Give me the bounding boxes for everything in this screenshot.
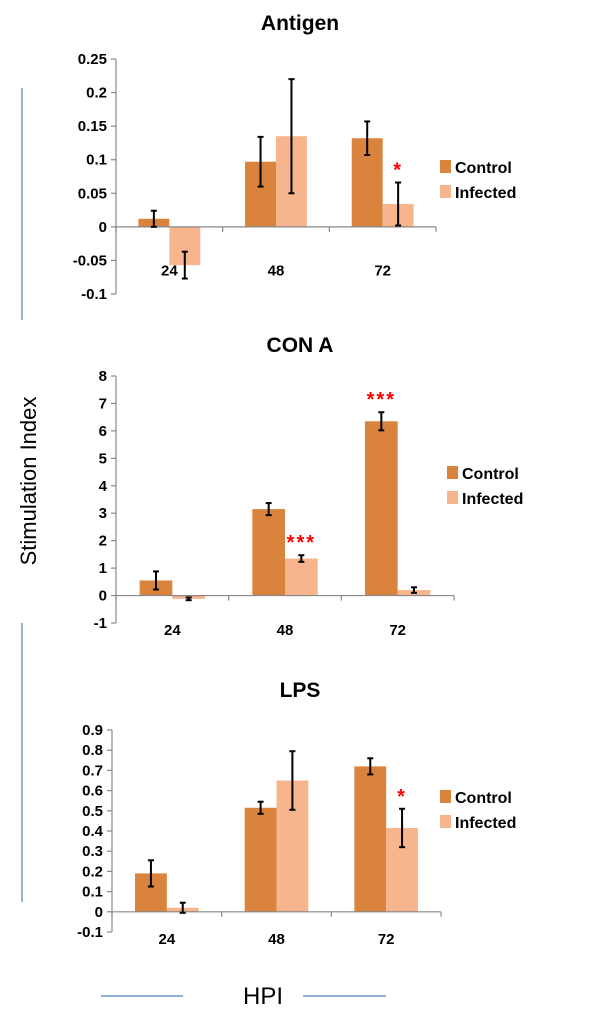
x-tick-label: 24 <box>158 931 175 948</box>
y-tick-label: -1 <box>94 615 107 632</box>
y-tick-label: 1 <box>99 560 107 577</box>
y-tick-label: -0.1 <box>81 286 107 303</box>
y-tick-label: 0.2 <box>86 85 107 102</box>
y-tick-label: 0.4 <box>82 823 104 840</box>
y-tick-label: 0.8 <box>82 742 103 759</box>
legend-label-control: Control <box>455 160 512 177</box>
significance-marker: * <box>397 786 407 808</box>
y-tick-label: 0.5 <box>82 803 103 820</box>
significance-marker: *** <box>287 532 316 554</box>
y-tick-label: 0 <box>95 904 103 921</box>
legend-swatch-infected <box>447 491 458 504</box>
bar-control-72 <box>364 421 398 596</box>
legend-label-control: Control <box>455 790 512 807</box>
y-tick-label: 0.7 <box>82 762 103 779</box>
chart-panel-con-a: CON A 8 7 6 5 4 3 2 1 0 -1 24 48 72 *** *** Control Infec… <box>94 334 524 639</box>
y-tick-label: 0.6 <box>82 783 103 800</box>
legend-label-infected: Infected <box>462 491 523 508</box>
legend-label-infected: Infected <box>455 815 516 832</box>
y-axis-label: Stimulation Index <box>16 397 41 566</box>
y-tick-label: -0.1 <box>77 924 103 941</box>
y-tick-label: 0.25 <box>78 51 107 68</box>
y-tick-label: 0.2 <box>82 863 103 880</box>
chart-panel-lps: LPS 0.9 0.8 0.7 0.6 0.5 0.4 0.3 0.2 0.1 0 -0.1 24 48 7… <box>77 679 516 948</box>
x-tick-label: 72 <box>378 931 395 948</box>
chart-title: CON A <box>267 334 334 357</box>
legend-swatch-control <box>440 790 451 803</box>
y-tick-label: 4 <box>99 478 108 495</box>
y-tick-label: 0.15 <box>78 118 107 135</box>
legend-swatch-infected <box>440 815 451 828</box>
y-tick-label: 0.1 <box>82 884 103 901</box>
y-tick-label: 6 <box>99 423 107 440</box>
y-tick-label: 8 <box>99 368 107 385</box>
legend-swatch-control <box>447 466 458 479</box>
y-tick-label: 0.1 <box>86 152 107 169</box>
legend-label-control: Control <box>462 466 519 483</box>
y-tick-label: 0 <box>99 219 107 236</box>
x-tick-label: 72 <box>374 263 391 280</box>
chart-title: Antigen <box>261 12 339 35</box>
x-tick-label: 72 <box>389 622 406 639</box>
x-tick-label: 48 <box>268 931 285 948</box>
bar-control-48 <box>244 807 277 912</box>
y-tick-label: 0.3 <box>82 843 103 860</box>
x-axis-label: HPI <box>243 983 283 1010</box>
chart-title: LPS <box>280 679 321 702</box>
legend-label-infected: Infected <box>455 185 516 202</box>
y-tick-label: 7 <box>99 395 107 412</box>
legend-swatch-control <box>440 160 451 173</box>
legend-swatch-infected <box>440 185 451 198</box>
y-tick-label: 5 <box>99 450 107 467</box>
y-tick-label: 0.05 <box>78 185 107 202</box>
significance-marker: *** <box>367 389 396 411</box>
y-tick-label: 3 <box>99 505 107 522</box>
x-tick-label: 48 <box>268 263 285 280</box>
y-tick-label: -0.05 <box>73 252 107 269</box>
x-tick-label: 24 <box>161 263 178 280</box>
y-tick-label: 0.9 <box>82 722 103 739</box>
x-tick-label: 24 <box>164 622 181 639</box>
chart-panel-antigen: Antigen 0.25 0.2 0.15 0.1 0.05 0 -0.05 -0.1 24 48 7… <box>73 12 517 303</box>
y-tick-label: 0 <box>99 588 107 605</box>
significance-marker: * <box>393 160 403 182</box>
bar-control-48 <box>252 509 285 596</box>
x-tick-label: 48 <box>277 622 294 639</box>
y-tick-label: 2 <box>99 533 107 550</box>
bar-infected-48 <box>285 558 318 596</box>
bar-control-72 <box>354 766 387 912</box>
